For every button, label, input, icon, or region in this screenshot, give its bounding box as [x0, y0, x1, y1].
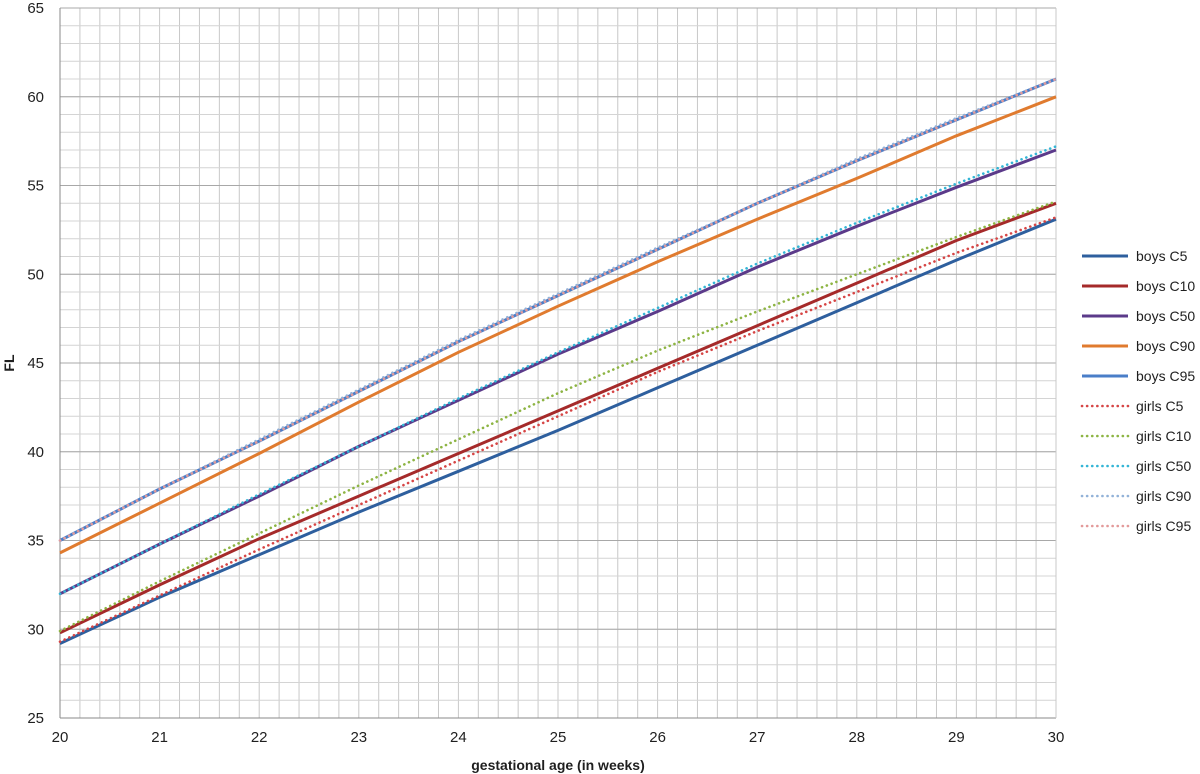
series-lines: [58, 77, 1058, 645]
y-axis-title: FL: [1, 354, 17, 372]
legend-label: girls C95: [1136, 518, 1191, 534]
legend-label: girls C50: [1136, 458, 1191, 474]
y-tick-label: 45: [27, 355, 44, 372]
series-line-boys-c50: [59, 148, 1057, 596]
legend: boys C5 boys C10 boys C50 boys C90 boys C95 g…: [1080, 248, 1195, 534]
x-tick-label: 23: [350, 729, 367, 746]
legend-label: boys C5: [1136, 248, 1188, 264]
y-tick-label: 40: [27, 444, 44, 461]
x-tick-label: 20: [52, 729, 69, 746]
series-line-boys-c10: [59, 201, 1057, 635]
x-tick-label: 28: [848, 729, 865, 746]
series-line-girls-c5: [58, 216, 1058, 644]
y-tick-labels: 25 30 35 40 45 50 55 60 65: [27, 0, 44, 727]
legend-label: boys C50: [1136, 308, 1195, 324]
y-tick-label: 30: [27, 621, 44, 638]
x-tick-label: 21: [151, 729, 168, 746]
series-line-girls-c10: [58, 200, 1058, 633]
x-tick-label: 27: [749, 729, 766, 746]
series-line-girls-c90: [58, 77, 1058, 542]
plot-frame: [59, 8, 1057, 719]
legend-label: girls C90: [1136, 488, 1191, 504]
series-line-girls-c95: [58, 77, 1058, 542]
y-tick-label: 25: [27, 710, 44, 727]
x-tick-label: 22: [251, 729, 268, 746]
x-axis-title: gestational age (in weeks): [471, 757, 645, 773]
legend-label: boys C10: [1136, 278, 1195, 294]
x-tick-label: 30: [1048, 729, 1065, 746]
x-tick-label: 24: [450, 729, 467, 746]
y-tick-label: 65: [27, 0, 44, 17]
y-tick-label: 35: [27, 533, 44, 550]
x-tick-label: 25: [550, 729, 567, 746]
y-tick-label: 50: [27, 266, 44, 283]
legend-label: girls C10: [1136, 428, 1191, 444]
x-tick-label: 26: [649, 729, 666, 746]
legend-label: boys C95: [1136, 368, 1195, 384]
x-tick-label: 29: [948, 729, 965, 746]
x-tick-labels: 20 21 22 23 24 25 26 27 28 29 30: [52, 729, 1065, 746]
y-tick-label: 60: [27, 89, 44, 106]
series-line-boys-c90: [59, 95, 1057, 555]
series-line-boys-c5: [59, 217, 1057, 645]
legend-label: boys C90: [1136, 338, 1195, 354]
legend-label: girls C5: [1136, 398, 1184, 414]
y-tick-label: 55: [27, 178, 44, 195]
